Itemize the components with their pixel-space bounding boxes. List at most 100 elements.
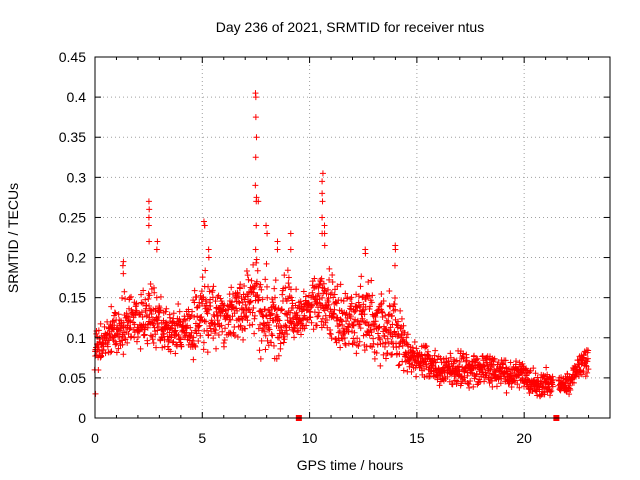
data-point <box>277 345 284 352</box>
data-point <box>382 339 389 346</box>
y-tick-label: 0.45 <box>59 49 86 65</box>
data-point <box>251 312 258 319</box>
data-point <box>241 283 248 290</box>
data-point <box>257 281 264 288</box>
data-point <box>264 319 271 326</box>
data-point <box>271 294 278 301</box>
data-point <box>185 306 192 313</box>
data-point <box>350 322 357 329</box>
data-point <box>228 284 235 291</box>
data-point <box>244 293 251 300</box>
data-point <box>316 309 323 316</box>
data-point <box>411 339 418 346</box>
data-point <box>306 308 313 315</box>
data-point <box>268 310 275 317</box>
data-point <box>147 281 154 288</box>
data-point <box>247 298 254 305</box>
data-point <box>264 294 271 301</box>
data-point <box>508 384 515 391</box>
data-point <box>382 326 389 333</box>
data-point <box>251 330 258 337</box>
data-point <box>237 322 244 329</box>
data-point <box>162 308 169 315</box>
data-point <box>342 341 349 348</box>
data-point <box>400 367 407 374</box>
data-point <box>456 363 463 370</box>
data-point <box>264 337 271 344</box>
data-point <box>359 294 366 301</box>
data-point <box>159 344 166 351</box>
data-point <box>273 355 280 362</box>
data-point <box>138 299 145 306</box>
data-point <box>261 328 268 335</box>
data-point <box>212 327 219 334</box>
data-point <box>308 319 315 326</box>
data-point <box>401 329 408 336</box>
data-point <box>541 391 548 398</box>
data-point <box>289 300 296 307</box>
data-point <box>417 363 424 370</box>
data-point <box>176 316 183 323</box>
data-point <box>297 298 304 305</box>
data-point <box>243 267 250 274</box>
data-point <box>418 351 425 358</box>
data-point <box>243 313 250 320</box>
data-point <box>413 345 420 352</box>
data-point <box>276 317 283 324</box>
data-point <box>481 378 488 385</box>
data-point <box>321 307 328 314</box>
data-point <box>346 320 353 327</box>
data-point <box>252 90 259 97</box>
data-point <box>359 307 366 314</box>
data-point <box>202 318 209 325</box>
data-point <box>124 339 131 346</box>
data-point <box>188 329 195 336</box>
data-point <box>490 356 497 363</box>
data-point <box>155 313 162 320</box>
data-point <box>215 331 222 338</box>
data-point <box>366 305 373 312</box>
data-point <box>126 294 133 301</box>
data-point <box>278 306 285 313</box>
data-point <box>198 288 205 295</box>
data-point <box>273 311 280 318</box>
data-point <box>563 388 570 395</box>
data-point <box>253 278 260 285</box>
data-point <box>238 295 245 302</box>
x-tick-label: 10 <box>302 430 318 446</box>
data-point <box>325 301 332 308</box>
data-point <box>96 348 103 355</box>
y-tick-label: 0.4 <box>67 89 87 105</box>
data-point <box>234 307 241 314</box>
data-point <box>241 296 248 303</box>
data-point <box>566 385 573 392</box>
data-point <box>246 299 253 306</box>
data-point <box>145 198 152 205</box>
data-point <box>224 312 231 319</box>
data-point <box>330 294 337 301</box>
data-point <box>530 365 537 372</box>
data-point <box>302 293 309 300</box>
data-point <box>107 349 114 356</box>
data-point <box>532 370 539 377</box>
data-point <box>491 355 498 362</box>
data-point <box>282 284 289 291</box>
data-point <box>287 246 294 253</box>
data-point <box>330 311 337 318</box>
data-point <box>340 298 347 305</box>
data-point <box>374 330 381 337</box>
data-point <box>331 306 338 313</box>
data-point <box>142 296 149 303</box>
data-point <box>235 298 242 305</box>
data-point <box>204 349 211 356</box>
data-point <box>192 343 199 350</box>
data-point <box>500 361 507 368</box>
data-point <box>328 335 335 342</box>
data-point <box>449 381 456 388</box>
data-point <box>548 387 555 394</box>
data-point <box>567 386 574 393</box>
data-point <box>128 333 135 340</box>
data-point <box>234 333 241 340</box>
data-point <box>240 336 247 343</box>
data-point <box>391 328 398 335</box>
